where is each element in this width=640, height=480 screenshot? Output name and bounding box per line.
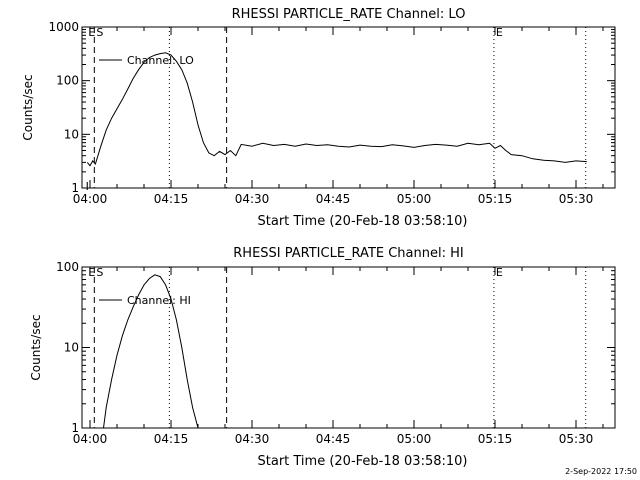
series-line: [103, 274, 199, 428]
x-tick-label: 04:45: [316, 192, 351, 206]
x-tick-label: 05:00: [397, 432, 432, 446]
x-tick-label: 05:30: [559, 192, 594, 206]
legend-entry: Channel: LO: [127, 54, 194, 67]
x-axis-label: Start Time (20-Feb-18 03:58:10): [258, 214, 468, 229]
panel-hi: RHESSI PARTICLE_RATE Channel: HI 1 10 100 04…: [29, 246, 616, 469]
y-tick-label: 10: [64, 127, 79, 141]
corner-label: I: [86, 180, 89, 193]
marker-label: E: [496, 26, 503, 39]
x-tick-label: 04:15: [154, 192, 189, 206]
chart-title: RHESSI PARTICLE_RATE Channel: LO: [232, 7, 466, 22]
y-tick-label: 100: [56, 74, 79, 88]
marker-label: E: [496, 266, 503, 279]
x-tick-label: 04:30: [235, 192, 270, 206]
x-tick-label: 05:15: [478, 432, 513, 446]
x-tick-label: 04:00: [73, 192, 108, 206]
x-tick-label: 04:30: [235, 432, 270, 446]
chart-title: RHESSI PARTICLE_RATE Channel: HI: [233, 246, 463, 261]
x-tick-label: 05:00: [397, 192, 432, 206]
marker-label: E: [88, 26, 95, 39]
x-axis-label: Start Time (20-Feb-18 03:58:10): [258, 454, 468, 469]
y-tick-label: 1000: [48, 20, 79, 34]
footer-timestamp: 2-Sep-2022 17:50: [565, 467, 637, 476]
y-tick-label: 100: [56, 260, 79, 274]
marker-label: S: [96, 26, 103, 39]
x-tick-label: 04:00: [73, 432, 108, 446]
plot-frame: [81, 266, 616, 429]
panel-lo: RHESSI PARTICLE_RATE Channel: LO 1 10 100 10…: [21, 7, 616, 229]
y-axis-label: Counts/sec: [29, 314, 43, 380]
marker-label: S: [96, 266, 103, 279]
y-tick-label: 10: [64, 341, 79, 355]
legend-entry: Channel: HI: [127, 294, 191, 307]
y-axis-label: Counts/sec: [21, 74, 35, 140]
plot-frame: [81, 26, 616, 189]
x-tick-label: 04:15: [154, 432, 189, 446]
x-tick-label: 05:30: [559, 432, 594, 446]
x-tick-label: 04:45: [316, 432, 351, 446]
marker-label: E: [88, 266, 95, 279]
x-tick-label: 05:15: [478, 192, 513, 206]
series-line: [86, 52, 587, 167]
y-tick-label: 1: [71, 181, 79, 195]
y-tick-label: 1: [71, 421, 79, 435]
